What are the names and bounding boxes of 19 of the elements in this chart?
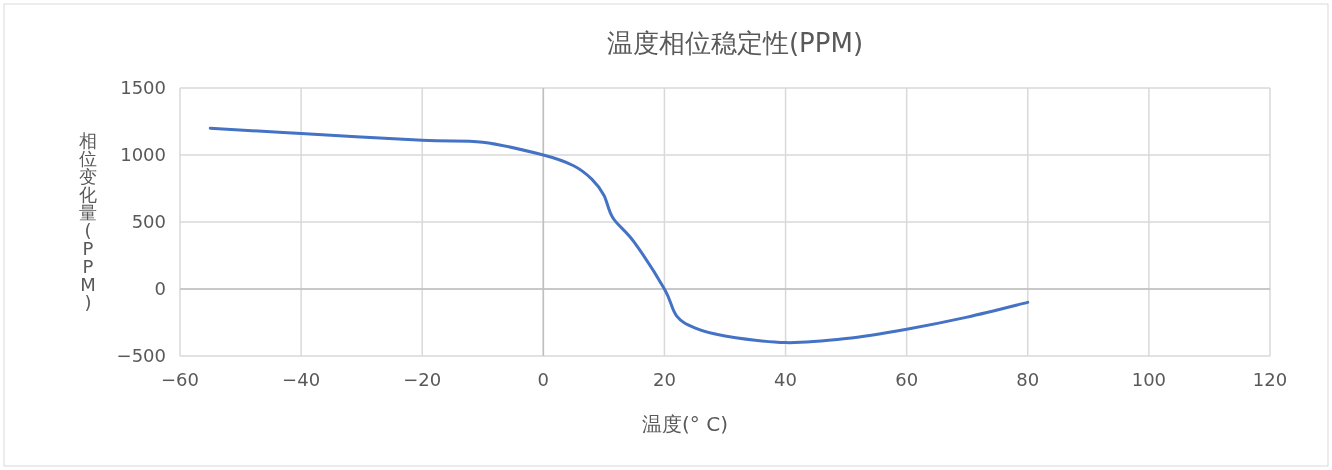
x-axis-title: 温度(° C) [642, 412, 728, 436]
line-series [208, 126, 1030, 345]
y-tick-label: 0 [154, 278, 166, 299]
y-tick-label: −500 [116, 345, 166, 366]
y-tick-label: 1000 [120, 144, 166, 165]
x-tick-label: 80 [1016, 369, 1040, 390]
x-tick-label: 0 [537, 369, 550, 390]
x-tick-label: 20 [652, 369, 676, 390]
y-tick-label: 500 [131, 211, 166, 232]
x-tick-label: −40 [282, 369, 321, 390]
x-tick-label: −60 [161, 369, 199, 390]
text: 相位变化量(PPM) [79, 130, 97, 313]
x-tick-label: −20 [403, 369, 442, 390]
x-tick-label: 120 [1252, 369, 1288, 390]
chart-title: 温度相位稳定性(PPM) [606, 28, 864, 58]
x-tick-label: 100 [1131, 369, 1167, 390]
x-tick-label: 40 [774, 369, 798, 390]
x-tick-label: 60 [895, 369, 919, 390]
y-tick-label: 1500 [120, 77, 166, 98]
